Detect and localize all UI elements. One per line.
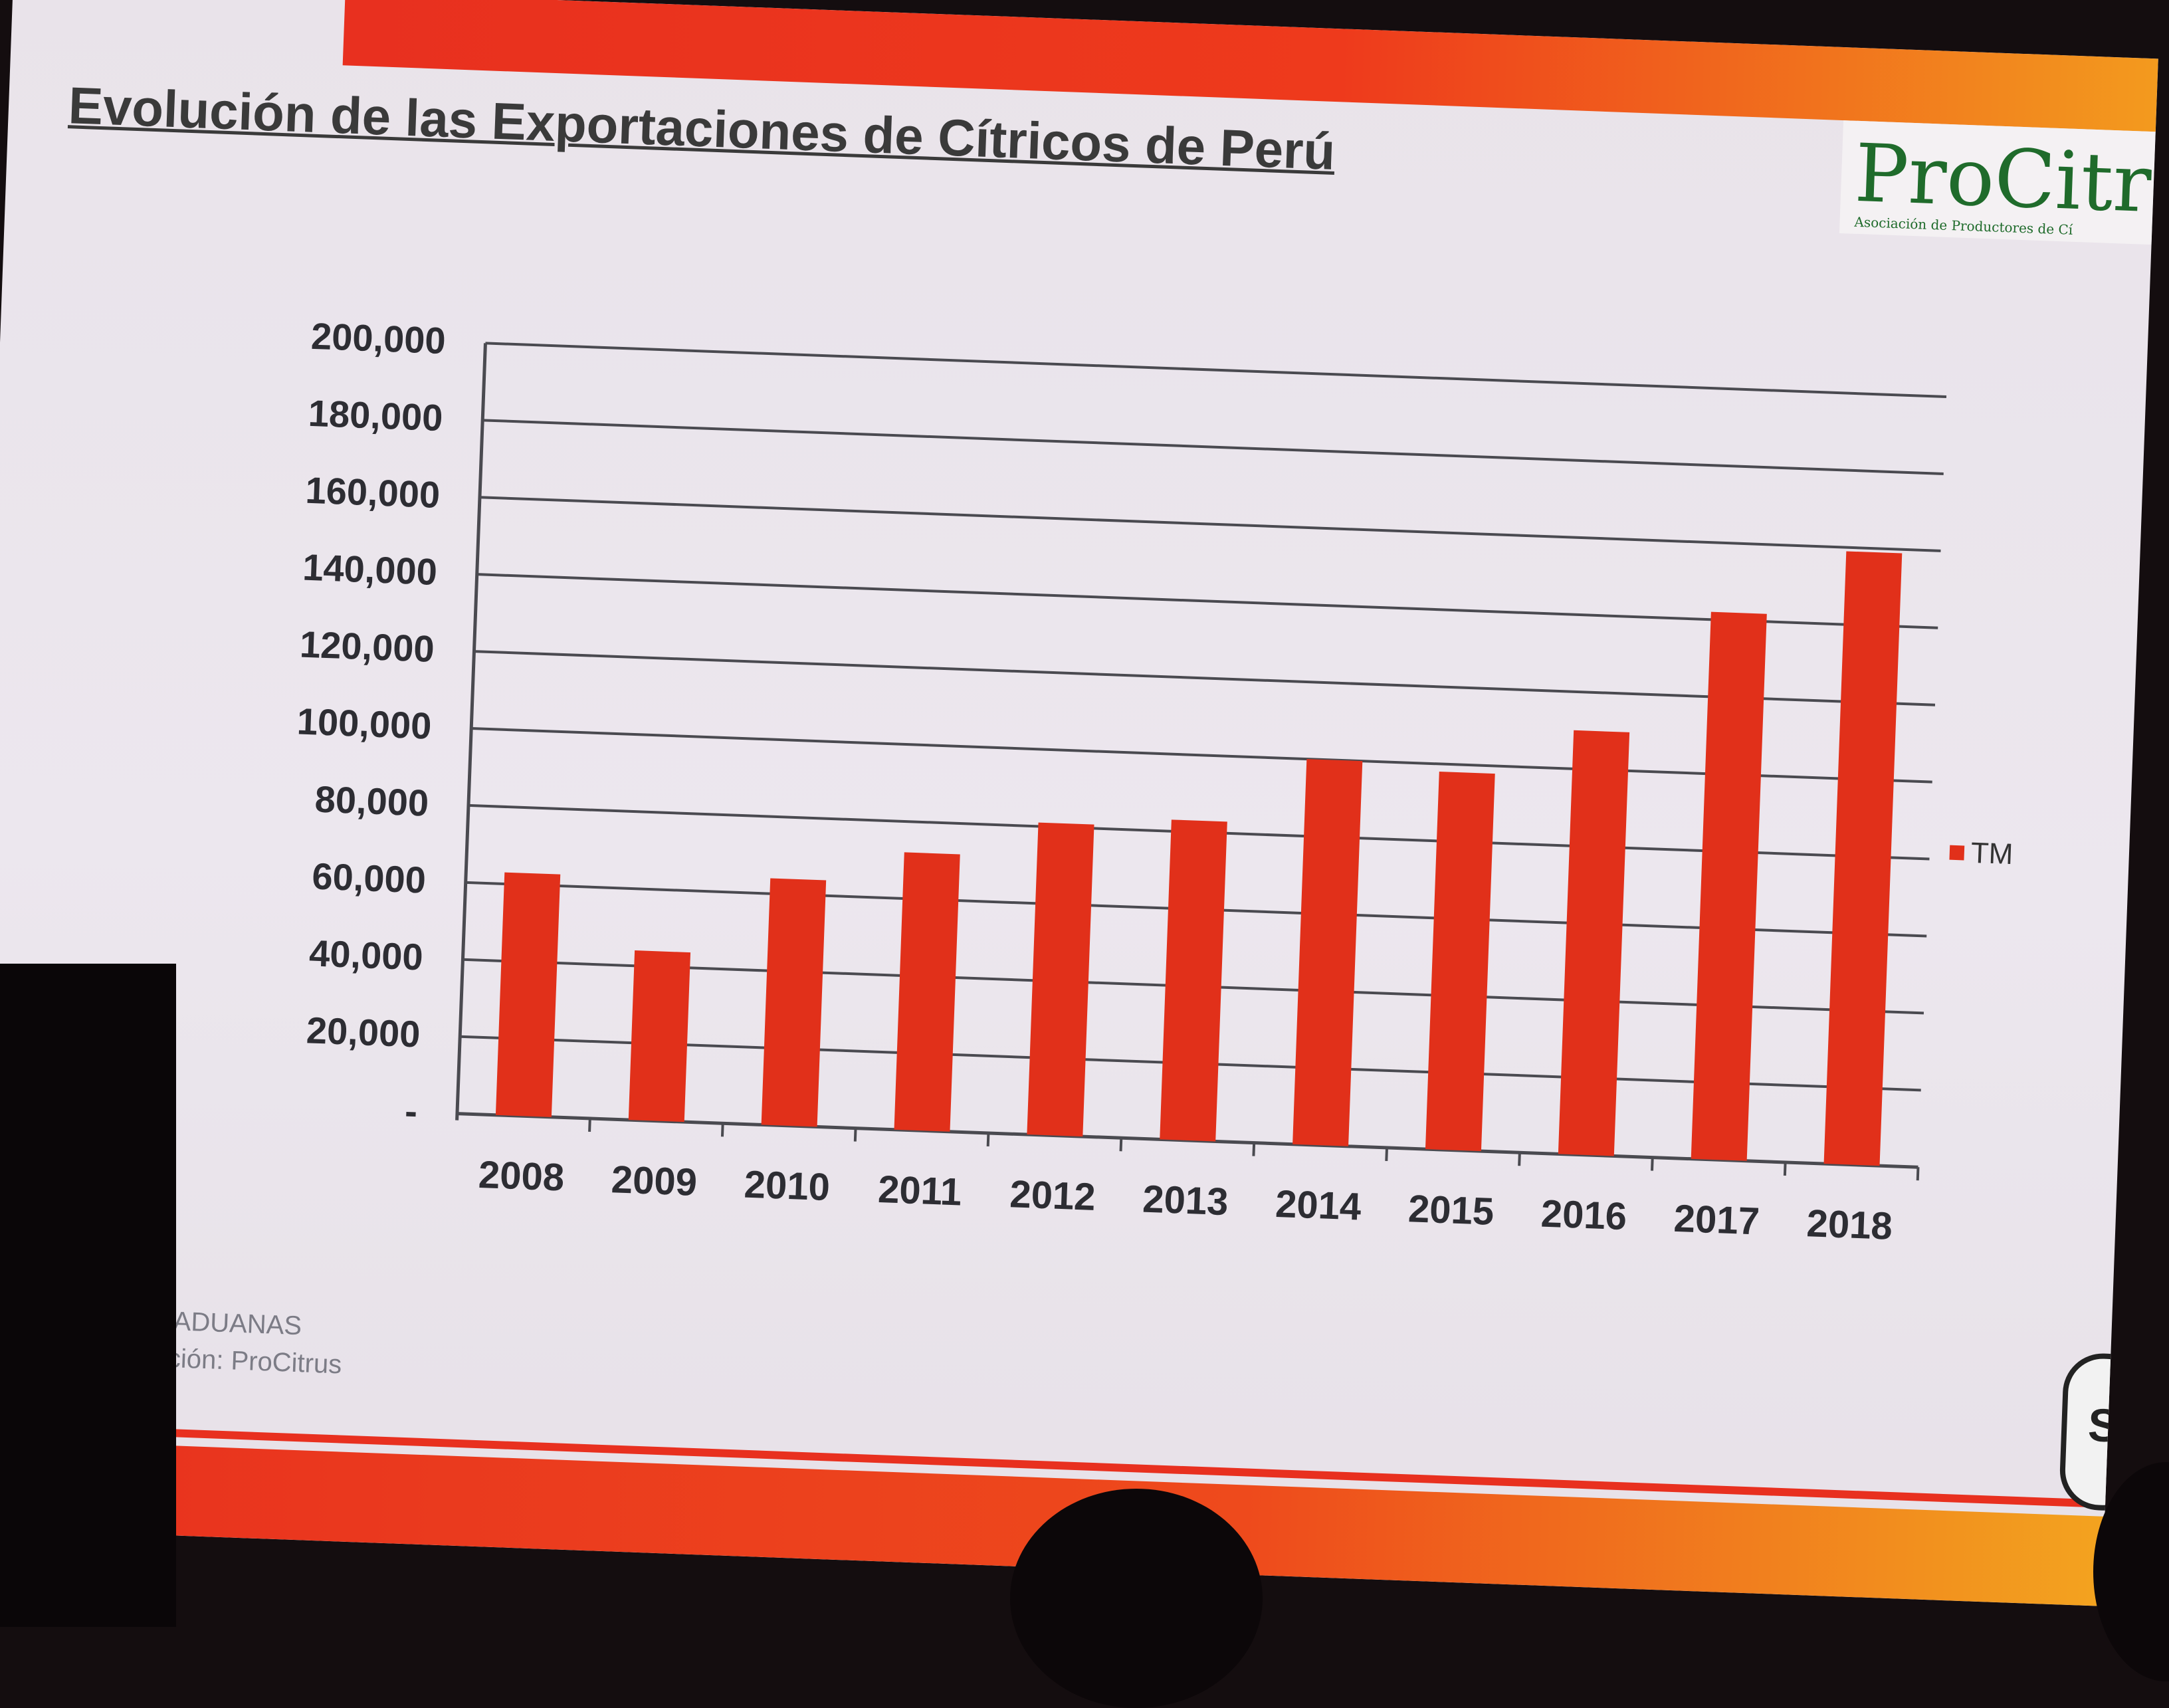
x-tick xyxy=(1651,1157,1654,1171)
bar-2013 xyxy=(1160,819,1227,1142)
exports-bar-chart: - 20,000 40,000 60,000 80,000 100,000 120,000 1… xyxy=(296,315,1947,1248)
bar-2018 xyxy=(1823,551,1903,1166)
x-tick xyxy=(853,1128,857,1142)
gridline xyxy=(471,727,1932,784)
y-tick-label: - xyxy=(404,1090,418,1132)
audience-head-silhouette xyxy=(1010,1489,1263,1708)
x-tick xyxy=(1518,1152,1521,1166)
bar-2015 xyxy=(1425,772,1495,1152)
x-tick-label: 2015 xyxy=(1407,1187,1495,1233)
x-tick-label: 2010 xyxy=(744,1163,831,1210)
x-tick-label: 2017 xyxy=(1673,1197,1760,1243)
bar-2012 xyxy=(1027,822,1094,1137)
x-tick xyxy=(1252,1142,1256,1156)
presentation-slide: ProCitr Asociación de Productores de Cí … xyxy=(0,0,2158,1606)
procitrus-logo: ProCitr Asociación de Productores de Cí xyxy=(1839,120,2156,245)
x-tick xyxy=(1119,1138,1123,1152)
x-tick-label: 2016 xyxy=(1540,1192,1627,1239)
x-tick-label: 2011 xyxy=(877,1168,962,1214)
y-tick-label: 20,000 xyxy=(306,1009,421,1055)
legend-label: TM xyxy=(1970,836,2014,871)
bar-2017 xyxy=(1691,611,1767,1161)
gridline xyxy=(474,650,1936,706)
x-tick xyxy=(720,1123,724,1137)
gridline xyxy=(482,419,1944,475)
chart-legend: TM xyxy=(1949,836,2014,871)
x-tick xyxy=(986,1132,990,1146)
podium-base-silhouette xyxy=(0,1130,113,1627)
y-tick-label: 140,000 xyxy=(302,546,438,593)
x-tick-label: 2009 xyxy=(611,1158,698,1204)
y-axis xyxy=(455,343,487,1121)
gridline xyxy=(485,342,1947,399)
y-tick-label: 120,000 xyxy=(299,623,435,669)
y-tick-label: 40,000 xyxy=(308,932,423,978)
x-tick-label: 2012 xyxy=(1009,1172,1096,1219)
x-tick-label: 2014 xyxy=(1275,1182,1362,1229)
gridline xyxy=(479,496,1941,552)
y-tick-label: 100,000 xyxy=(296,700,433,746)
bar-2016 xyxy=(1558,730,1630,1156)
y-tick-label: 180,000 xyxy=(308,392,444,439)
y-tick-label: 60,000 xyxy=(311,855,426,901)
bar-2008 xyxy=(495,872,561,1117)
y-tick-label: 80,000 xyxy=(314,778,429,823)
bar-2014 xyxy=(1292,759,1363,1146)
bar-2010 xyxy=(761,878,827,1127)
y-tick-label: 200,000 xyxy=(310,315,447,362)
x-tick xyxy=(1783,1162,1787,1176)
legend-swatch xyxy=(1949,845,1965,861)
x-tick xyxy=(588,1118,591,1132)
x-tick xyxy=(1385,1147,1389,1161)
bar-2009 xyxy=(628,950,691,1122)
x-tick-label: 2008 xyxy=(478,1153,565,1200)
y-tick-label: 160,000 xyxy=(305,469,441,516)
x-tick-label: 2018 xyxy=(1806,1202,1893,1248)
projection-screen: ProCitr Asociación de Productores de Cí … xyxy=(0,0,2158,1627)
x-tick-label: 2013 xyxy=(1142,1178,1229,1224)
gridline xyxy=(476,573,1938,629)
bar-2011 xyxy=(894,852,960,1132)
